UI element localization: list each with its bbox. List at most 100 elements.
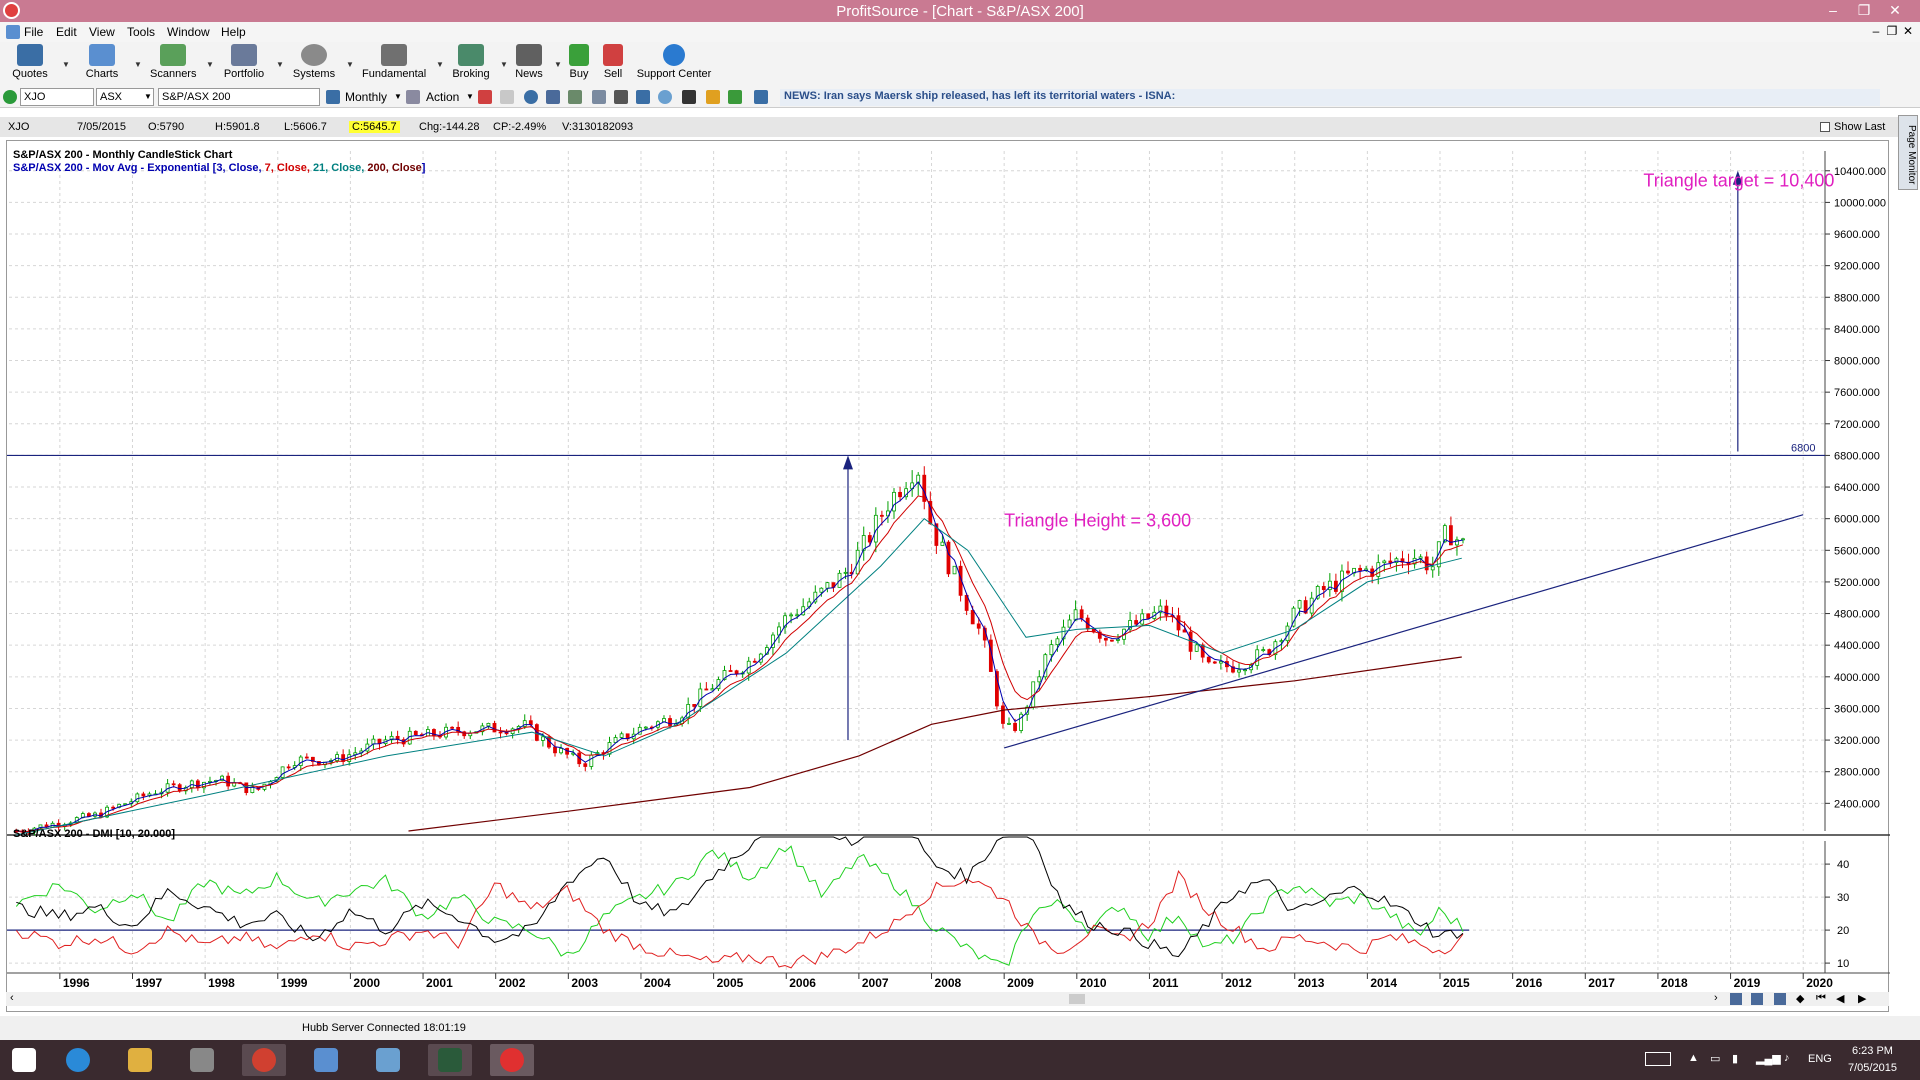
y-tick-label: 5600.000 (1834, 545, 1880, 557)
restore-icon[interactable]: ❐ (1857, 2, 1871, 18)
chart-panel[interactable]: 1996 1997 1998 1999 2000 2001 2002 2003 2004 2005… (6, 140, 1890, 1013)
app-grid-icon[interactable] (180, 1044, 224, 1076)
candle (970, 610, 975, 625)
scroll-right-icon[interactable]: › (1714, 992, 1718, 1004)
document-icon[interactable] (6, 25, 20, 39)
fundamental-dropdown-icon[interactable]: ▼ (436, 60, 444, 69)
quotes-button[interactable]: Quotes (10, 44, 50, 80)
page-monitor-tab[interactable]: Page Monitor (1898, 115, 1918, 190)
expand-icon[interactable]: ◆ (1796, 993, 1805, 1005)
binoculars-icon[interactable] (568, 90, 582, 104)
action-center-icon[interactable]: ▭ (1710, 1053, 1721, 1065)
app-logo-icon[interactable] (3, 2, 20, 19)
close-icon[interactable]: ✕ (1889, 2, 1901, 18)
start-icon[interactable] (2, 1044, 46, 1076)
go-icon[interactable] (3, 90, 17, 104)
broking-dropdown-icon[interactable]: ▼ (500, 60, 508, 69)
print-icon[interactable] (546, 90, 560, 104)
profitsource-icon[interactable] (490, 1044, 534, 1076)
clock-time[interactable]: 6:23 PM (1852, 1045, 1893, 1057)
scroll-thumb[interactable] (1069, 994, 1085, 1004)
exchange-dropdown-icon[interactable]: ▼ (144, 92, 152, 101)
save-icon[interactable] (500, 90, 514, 104)
first-page-icon[interactable]: ⏮ (1816, 992, 1826, 1004)
calculator-icon[interactable] (304, 1044, 348, 1076)
chart-scrollbar[interactable]: ‹ › ◆ ⏮ ◀ ▶ (6, 992, 1889, 1006)
menu-help[interactable]: Help (221, 25, 246, 39)
minimize-icon[interactable]: – (1829, 2, 1837, 18)
news-ticker[interactable]: NEWS: Iran says Maersk ship released, ha… (780, 89, 1880, 106)
charts-dropdown-icon[interactable]: ▼ (134, 60, 142, 69)
show-last-checkbox[interactable] (1820, 122, 1830, 132)
y-tick-label: 8800.000 (1834, 292, 1880, 304)
prev-page-icon[interactable]: ◀ (1836, 993, 1845, 1005)
systems-dropdown-icon[interactable]: ▼ (346, 60, 354, 69)
support-center-button[interactable]: Support Center (636, 44, 712, 80)
chart-canvas[interactable]: 1996 1997 1998 1999 2000 2001 2002 2003 2004 2005… (7, 141, 1890, 1013)
candle (1146, 613, 1151, 619)
period-dropdown-icon[interactable]: ▼ (394, 92, 402, 101)
alert-icon[interactable] (728, 90, 742, 104)
layout-icon[interactable] (592, 90, 606, 104)
news-feed-icon[interactable] (754, 90, 768, 104)
trend-icon[interactable] (682, 90, 696, 104)
next-page-icon[interactable]: ▶ (1858, 993, 1867, 1005)
mdi-restore-icon[interactable]: ❐ (1886, 24, 1898, 38)
menu-file[interactable]: File (24, 25, 44, 39)
internet-explorer-icon[interactable] (56, 1044, 100, 1076)
systems-button[interactable]: Systems (292, 44, 336, 80)
tray-expand-icon[interactable]: ▲ (1688, 1052, 1699, 1064)
x-tick-label: 2014 (1370, 976, 1397, 990)
zoom-out-icon[interactable] (1751, 993, 1763, 1005)
down-arrow-icon[interactable] (478, 90, 492, 104)
quotes-dropdown-icon[interactable]: ▼ (62, 60, 70, 69)
tools-icon[interactable] (614, 90, 628, 104)
menu-tools[interactable]: Tools (127, 25, 156, 39)
indicator-icon[interactable] (636, 90, 650, 104)
zoom-in-icon[interactable] (1730, 993, 1742, 1005)
server-status: Hubb Server Connected 18:01:19 (302, 1022, 466, 1034)
star-icon[interactable] (706, 90, 720, 104)
signal-icon[interactable]: ▂▄▆ (1756, 1053, 1781, 1065)
scroll-left-icon[interactable]: ‹ (10, 992, 14, 1004)
exchange-select[interactable] (96, 88, 154, 106)
y-tick-label: 9600.000 (1834, 229, 1880, 241)
candle (1073, 609, 1078, 621)
symbol-input[interactable] (20, 88, 94, 106)
news-dropdown-icon[interactable]: ▼ (554, 60, 562, 69)
news-button[interactable]: News (514, 44, 544, 80)
action-dropdown-icon[interactable]: ▼ (466, 92, 474, 101)
action-menu[interactable]: Action (426, 90, 460, 104)
portfolio-dropdown-icon[interactable]: ▼ (276, 60, 284, 69)
volume-icon[interactable]: ♪ (1784, 1052, 1790, 1064)
sell-button[interactable]: Sell (600, 44, 626, 80)
candle (1206, 656, 1211, 663)
fundamental-button[interactable]: Fundamental (362, 44, 426, 80)
scanners-dropdown-icon[interactable]: ▼ (206, 60, 214, 69)
charts-button[interactable]: Charts (82, 44, 122, 80)
clock-date[interactable]: 7/05/2015 (1848, 1062, 1897, 1074)
menu-edit[interactable]: Edit (56, 25, 77, 39)
go-app-icon[interactable] (428, 1044, 472, 1076)
buy-button[interactable]: Buy (566, 44, 592, 80)
lightbulb-icon[interactable] (658, 90, 672, 104)
zoom-fit-icon[interactable] (1774, 993, 1786, 1005)
language-indicator[interactable]: ENG (1808, 1053, 1832, 1065)
battery-icon[interactable]: ▮ (1732, 1053, 1739, 1065)
period-select[interactable]: Monthly (345, 90, 388, 104)
network-app-icon[interactable] (366, 1044, 410, 1076)
chrome-icon[interactable] (242, 1044, 286, 1076)
file-explorer-icon[interactable] (118, 1044, 162, 1076)
menu-window[interactable]: Window (167, 25, 210, 39)
y-tick-label: 10400.000 (1834, 166, 1886, 178)
mdi-minimize-icon[interactable]: – (1872, 24, 1880, 38)
scanners-button[interactable]: Scanners (150, 44, 196, 80)
broking-button[interactable]: Broking (450, 44, 492, 80)
security-name-input[interactable] (158, 88, 320, 106)
portfolio-button[interactable]: Portfolio (222, 44, 266, 80)
support-icon (663, 44, 685, 66)
keyboard-icon[interactable] (1645, 1052, 1671, 1066)
menu-view[interactable]: View (89, 25, 115, 39)
crosshair-icon[interactable] (524, 90, 538, 104)
mdi-close-icon[interactable]: ✕ (1902, 24, 1914, 38)
